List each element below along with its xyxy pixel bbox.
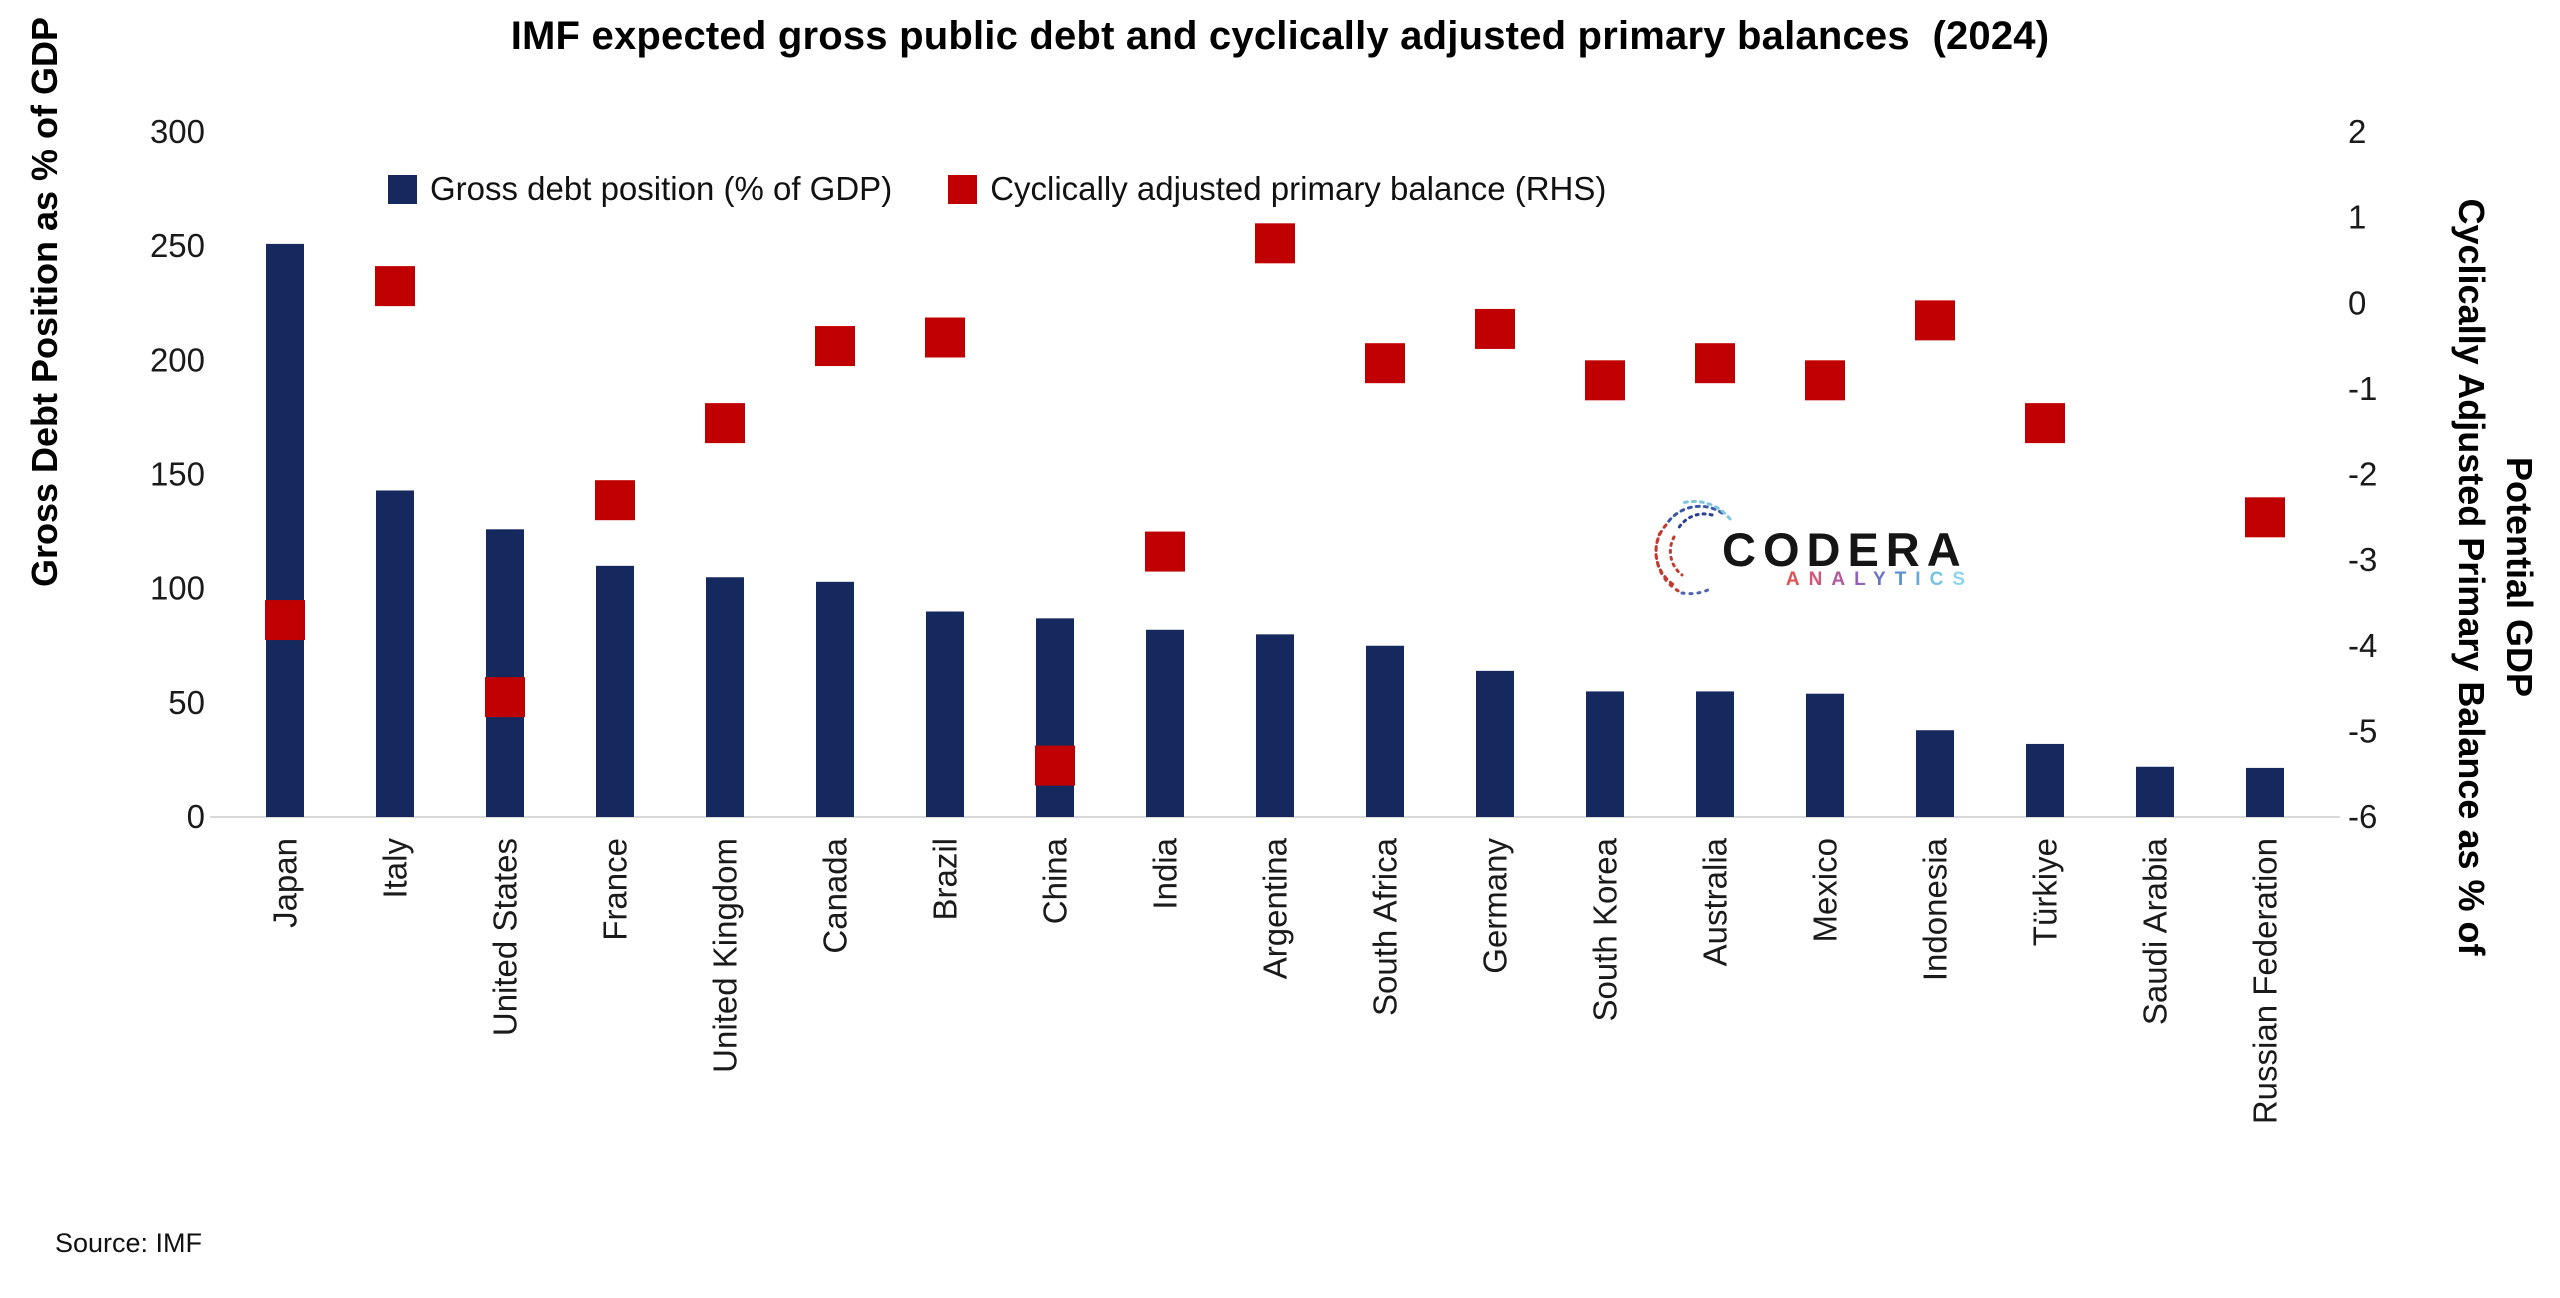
right-axis-tick: 1 xyxy=(2348,199,2366,236)
x-axis-label: Mexico xyxy=(1807,838,1844,943)
debt-bar xyxy=(1696,691,1734,817)
capb-marker xyxy=(1365,343,1405,384)
debt-bar xyxy=(1586,691,1624,817)
x-axis-label: Italy xyxy=(377,838,414,899)
right-axis-tick: -4 xyxy=(2348,627,2377,664)
debt-bar xyxy=(486,529,524,817)
capb-marker xyxy=(705,403,745,444)
right-axis-tick: -3 xyxy=(2348,541,2377,578)
left-axis-tick: 300 xyxy=(150,113,205,150)
left-axis-tick: 200 xyxy=(150,341,205,378)
codera-logo-subtext: ANALYTICS xyxy=(1785,569,1974,590)
x-axis-label: Australia xyxy=(1697,837,1734,966)
x-axis-label: United Kingdom xyxy=(707,838,744,1073)
capb-marker xyxy=(925,317,965,358)
x-axis-label: United States xyxy=(487,838,524,1036)
debt-bar xyxy=(706,577,744,817)
x-axis-label: Brazil xyxy=(927,838,964,921)
debt-bar xyxy=(816,581,854,817)
capb-marker xyxy=(1805,360,1845,401)
capb-marker xyxy=(1255,223,1295,264)
left-axis-tick: 150 xyxy=(150,456,205,493)
debt-bar xyxy=(1366,645,1404,817)
x-axis-label: India xyxy=(1147,837,1184,909)
x-axis-label: South Korea xyxy=(1587,837,1624,1021)
debt-bar xyxy=(1146,629,1184,817)
debt-bar xyxy=(1806,693,1844,817)
capb-marker xyxy=(1475,308,1515,349)
capb-marker xyxy=(815,326,855,367)
capb-marker xyxy=(265,600,305,641)
x-axis-label: China xyxy=(1037,837,1074,924)
right-axis-tick: -2 xyxy=(2348,456,2377,493)
capb-marker xyxy=(375,266,415,307)
left-axis-tick: 50 xyxy=(168,684,205,721)
left-axis-tick: 100 xyxy=(150,570,205,607)
capb-marker xyxy=(2245,497,2285,538)
capb-legend-swatch-icon xyxy=(948,174,978,204)
x-axis-label: Canada xyxy=(817,837,854,953)
source-note: Source: IMF xyxy=(55,1228,203,1258)
capb-marker xyxy=(485,677,525,718)
capb-legend-label: Cyclically adjusted primary balance (RHS… xyxy=(990,170,1607,207)
debt-bar xyxy=(1036,618,1074,817)
debt-bar xyxy=(2026,743,2064,817)
capb-marker xyxy=(2025,403,2065,444)
x-axis-label: France xyxy=(597,838,634,941)
left-axis-tick: 250 xyxy=(150,227,205,264)
debt-legend-swatch-icon xyxy=(388,174,417,204)
debt-bar xyxy=(596,565,634,817)
codera-logo: CODERA ANALYTICS xyxy=(1652,497,1992,612)
capb-marker xyxy=(1145,531,1185,572)
left-axis-tick: 0 xyxy=(187,798,205,835)
right-axis-tick: 0 xyxy=(2348,284,2366,321)
capb-marker xyxy=(1915,300,1955,341)
chart-title: IMF expected gross public debt and cycli… xyxy=(510,14,2050,58)
legend-item-capb: Cyclically adjusted primary balance (RHS… xyxy=(948,170,1606,208)
codera-logo-text: CODERA xyxy=(1722,522,1968,576)
debt-legend-label: Gross debt position (% of GDP) xyxy=(430,170,893,207)
capb-marker xyxy=(1585,360,1625,401)
right-axis-tick: -1 xyxy=(2348,370,2377,407)
capb-marker xyxy=(595,480,635,521)
debt-bar xyxy=(1916,730,1954,817)
codera-swirl-icon xyxy=(1654,499,1732,596)
debt-bar xyxy=(1476,670,1514,817)
legend-item-debt: Gross debt position (% of GDP) xyxy=(388,170,892,208)
x-axis-label: Indonesia xyxy=(1917,837,1954,981)
debt-bar xyxy=(926,611,964,817)
x-axis-label: South Africa xyxy=(1367,837,1404,1016)
x-axis-label: Argentina xyxy=(1257,837,1294,979)
right-axis-tick: -6 xyxy=(2348,798,2377,835)
capb-marker xyxy=(1695,343,1735,384)
right-axis-tick: 2 xyxy=(2348,113,2366,150)
debt-bar xyxy=(266,243,304,818)
debt-bar xyxy=(2246,767,2284,817)
debt-bar xyxy=(1256,634,1294,817)
x-axis-label: Saudi Arabia xyxy=(2137,837,2174,1025)
debt-bar xyxy=(376,490,414,817)
capb-marker xyxy=(1035,745,1075,786)
x-axis-label: Türkiye xyxy=(2027,838,2064,946)
right-axis-tick: -5 xyxy=(2348,712,2377,749)
debt-bar xyxy=(2136,766,2174,817)
x-axis-label: Germany xyxy=(1477,838,1514,974)
x-axis-label: Japan xyxy=(267,838,304,928)
x-axis-label: Russian Federation xyxy=(2247,838,2284,1124)
legend: Gross debt position (% of GDP) Cyclicall… xyxy=(388,170,1606,208)
